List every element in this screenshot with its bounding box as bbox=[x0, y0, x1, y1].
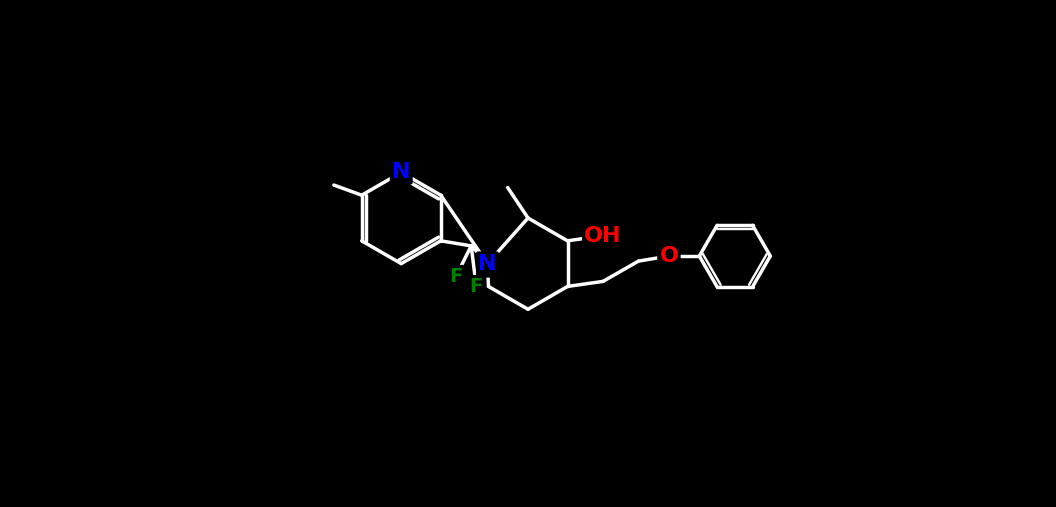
Text: O: O bbox=[659, 246, 678, 266]
Text: N: N bbox=[478, 254, 496, 274]
Text: OH: OH bbox=[584, 226, 622, 246]
Text: F: F bbox=[470, 277, 483, 296]
Text: F: F bbox=[485, 257, 498, 276]
Text: N: N bbox=[392, 162, 411, 183]
Text: F: F bbox=[450, 267, 463, 286]
